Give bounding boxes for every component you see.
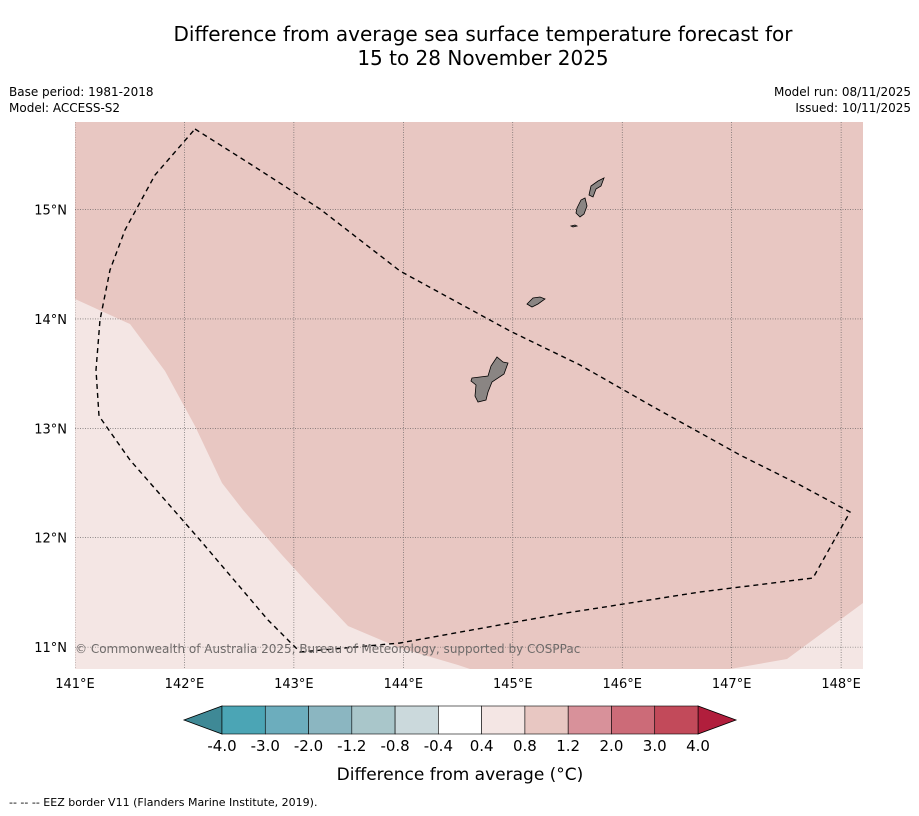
island-aguijan — [569, 224, 579, 228]
chart-title: Difference from average sea surface temp… — [0, 22, 919, 70]
islands — [470, 177, 605, 403]
colorbar-tick-label: 1.2 — [556, 737, 580, 755]
longitude-label: 142°E — [165, 677, 205, 692]
colorbar-swatch — [308, 705, 353, 735]
latitude-label: 11°N — [34, 641, 67, 656]
title-line-1: Difference from average sea surface temp… — [173, 22, 793, 46]
issued-date: Issued: 10/11/2025 — [795, 101, 911, 115]
longitude-label: 147°E — [712, 677, 752, 692]
colorbar-tick-label: -3.0 — [251, 737, 280, 755]
eez-footnote: -- -- -- EEZ border V11 (Flanders Marine… — [9, 796, 318, 809]
colorbar-tick-label: -1.2 — [337, 737, 366, 755]
anomaly-region-0.4-0.8-southeast — [730, 603, 863, 669]
longitude-label: 145°E — [493, 677, 533, 692]
anomaly-region-0.4-0.8-southwest — [75, 299, 470, 669]
colorbar-swatch — [221, 705, 266, 735]
gridlines — [75, 122, 863, 669]
colorbar-swatch — [611, 705, 656, 735]
island-saipan — [588, 177, 605, 198]
longitude-label: 143°E — [274, 677, 314, 692]
colorbar-tick-label: 0.4 — [470, 737, 494, 755]
island-rota — [526, 296, 546, 308]
colorbar-swatch — [264, 705, 309, 735]
colorbar-swatch — [481, 705, 526, 735]
latitude-tick-labels: 15°N 14°N 13°N 12°N 11°N — [34, 204, 67, 657]
map-plot-area: © Commonwealth of Australia 2025, Bureau… — [75, 122, 863, 669]
island-guam — [470, 356, 509, 403]
longitude-tick-labels: 141°E 142°E 143°E 144°E 145°E 146°E 147°E 148°E — [55, 677, 861, 692]
colorbar-swatch — [438, 705, 482, 735]
longitude-label: 148°E — [821, 677, 861, 692]
longitude-label: 144°E — [384, 677, 424, 692]
colorbar-tick-labels: -4.0 -3.0 -2.0 -1.2 -0.8 -0.4 0.4 0.8 1.2 2.0 3.0 4… — [207, 737, 710, 755]
title-line-2: 15 to 28 November 2025 — [357, 46, 609, 70]
colorbar-tick-label: -0.8 — [380, 737, 409, 755]
eez-border — [95, 128, 851, 653]
colorbar-tick-label: 3.0 — [643, 737, 667, 755]
colorbar-swatch — [524, 705, 569, 735]
longitude-label: 141°E — [55, 677, 95, 692]
colorbar-tick-label: -4.0 — [207, 737, 236, 755]
colorbar-swatch — [394, 705, 439, 735]
longitude-label: 146°E — [602, 677, 642, 692]
latitude-label: 13°N — [34, 422, 67, 437]
latitude-label: 15°N — [34, 204, 67, 219]
meta-left: Base period: 1981-2018 Model: ACCESS-S2 — [9, 84, 154, 116]
latitude-label: 12°N — [34, 532, 67, 547]
colorbar-swatch — [567, 705, 612, 735]
model-run: Model run: 08/11/2025 — [773, 85, 911, 99]
colorbar-under-arrow — [182, 705, 223, 735]
island-tinian — [575, 197, 588, 218]
colorbar-tick-label: -0.4 — [424, 737, 453, 755]
colorbar-label: Difference from average (°C) — [337, 765, 584, 785]
latitude-label: 14°N — [34, 313, 67, 328]
colorbar-tick-label: -2.0 — [294, 737, 323, 755]
colorbar-swatch — [654, 705, 699, 735]
colorbar — [182, 705, 738, 735]
colorbar-tick-label: 2.0 — [600, 737, 624, 755]
colorbar-tick-label: 4.0 — [686, 737, 710, 755]
colorbar-tick-label: 0.8 — [513, 737, 537, 755]
model-name: Model: ACCESS-S2 — [9, 101, 121, 115]
colorbar-swatch — [351, 705, 396, 735]
copyright-notice: © Commonwealth of Australia 2025, Bureau… — [75, 642, 580, 656]
meta-right: Model run: 08/11/2025 Issued: 10/11/2025 — [774, 84, 911, 116]
colorbar-over-arrow — [697, 705, 738, 735]
base-period: Base period: 1981-2018 — [9, 85, 154, 99]
